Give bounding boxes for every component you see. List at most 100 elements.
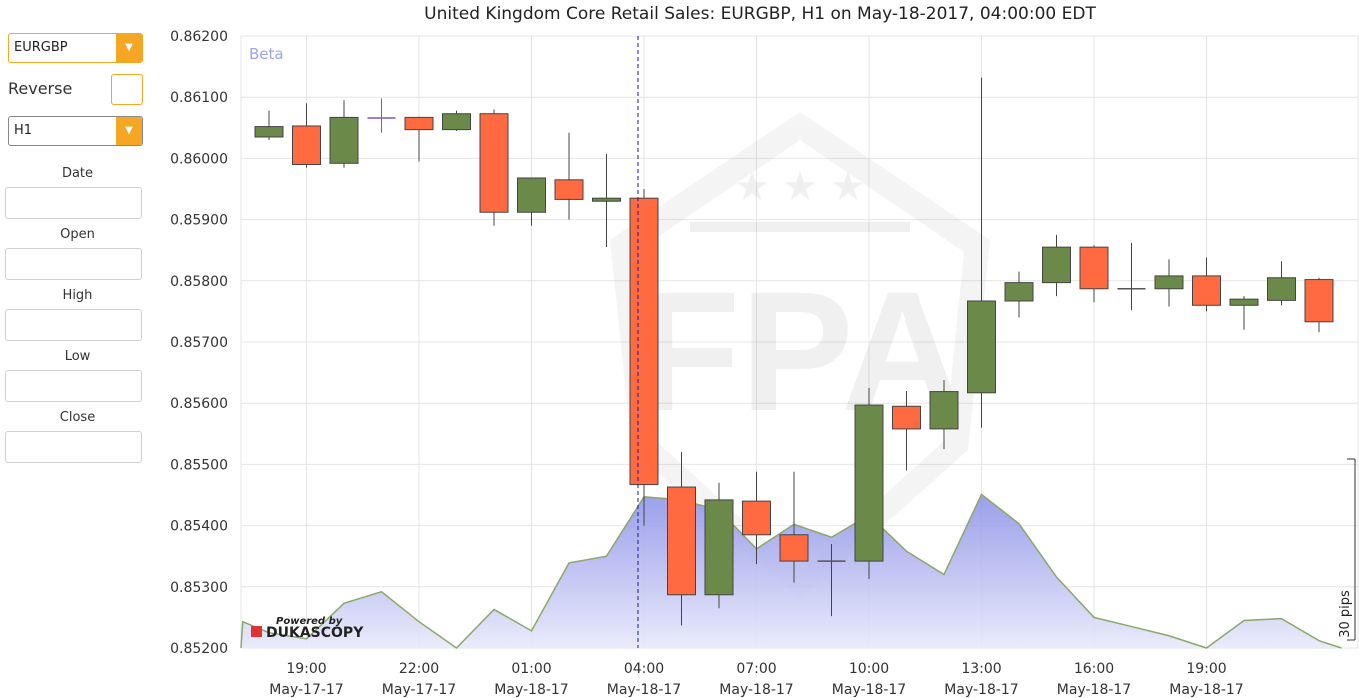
reverse-checkbox[interactable]: [111, 74, 143, 105]
candle[interactable]: [742, 471, 771, 565]
candle[interactable]: [367, 98, 396, 133]
candle[interactable]: [554, 132, 584, 220]
candle[interactable]: [1192, 257, 1221, 312]
candle[interactable]: [1267, 261, 1296, 306]
timeframe-select[interactable]: H1 ▼: [8, 116, 143, 146]
open-label: Open: [60, 227, 95, 242]
candle-body: [667, 486, 696, 596]
candle[interactable]: [1042, 234, 1071, 297]
symbol-value: EURGBP: [14, 40, 68, 55]
x-tick-date: May-18-17: [719, 682, 793, 698]
candle[interactable]: [929, 379, 959, 450]
close-label: Close: [59, 410, 96, 425]
high-label: High: [62, 288, 93, 303]
x-tick-date: May-18-17: [607, 682, 681, 698]
candle[interactable]: [404, 116, 434, 162]
candle-body: [517, 177, 546, 213]
candle[interactable]: [254, 110, 284, 141]
candle[interactable]: [592, 154, 621, 248]
candle[interactable]: [329, 100, 359, 168]
candle[interactable]: [442, 110, 471, 131]
pips-label: 30 pips: [1338, 590, 1353, 638]
beta-label: Beta: [249, 45, 284, 63]
candle-body: [892, 405, 921, 430]
candle-body: [1267, 277, 1296, 301]
x-tick-date: May-18-17: [1057, 682, 1131, 698]
star-icon: ★: [734, 164, 770, 210]
x-tick-time: 22:00: [399, 661, 439, 677]
y-axis: 0.86200 0.86100 0.86000 0.85900 0.85800 0.857…: [170, 29, 228, 657]
candle[interactable]: [1079, 245, 1109, 303]
candle[interactable]: [1117, 242, 1146, 311]
candle[interactable]: [892, 390, 921, 471]
candle[interactable]: [1004, 271, 1034, 318]
candle[interactable]: [817, 543, 846, 617]
y-tick-label: 0.86000: [170, 151, 228, 167]
candle[interactable]: [1304, 277, 1334, 333]
candle-body: [442, 113, 471, 131]
candle[interactable]: [629, 189, 659, 526]
dukascopy-logo: Powered by DUKASCOPY: [251, 616, 364, 641]
candle-body: [1304, 279, 1334, 323]
symbol-select[interactable]: EURGBP ▼: [8, 33, 143, 63]
candle-body: [1192, 275, 1221, 306]
low-field[interactable]: [5, 370, 142, 402]
candle-body: [1042, 246, 1071, 284]
star-icon: ★: [782, 164, 818, 210]
star-icon: ★: [830, 164, 866, 210]
x-tick-date: May-18-17: [1169, 682, 1243, 698]
candle[interactable]: [292, 103, 321, 168]
y-tick-label: 0.86200: [170, 29, 228, 45]
y-tick-label: 0.85300: [170, 580, 228, 596]
open-field[interactable]: [5, 248, 142, 280]
timeframe-value: H1: [14, 123, 33, 138]
x-tick-date: May-18-17: [944, 682, 1018, 698]
candle-body: [1229, 298, 1259, 306]
x-tick-time: 16:00: [1074, 661, 1114, 677]
candle-body: [929, 391, 959, 430]
candle-body: [554, 179, 584, 200]
low-label: Low: [64, 349, 91, 364]
chevron-down-icon[interactable]: ▼: [116, 117, 142, 145]
y-tick-label: 0.85500: [170, 457, 228, 473]
high-field[interactable]: [5, 309, 142, 341]
candle[interactable]: [704, 482, 734, 609]
candle-body: [967, 300, 996, 394]
candle[interactable]: [667, 452, 696, 626]
reverse-label: Reverse: [8, 79, 73, 98]
dukascopy-text: DUKASCOPY: [266, 625, 364, 641]
candle[interactable]: [967, 77, 996, 428]
sidebar: EURGBP ▼ Reverse H1 ▼ Date Open High Low…: [0, 0, 160, 698]
candle-body: [592, 197, 621, 202]
pips-scale: 30 pips: [1338, 458, 1356, 641]
volume-area: [240, 493, 1342, 649]
candle[interactable]: [1154, 259, 1184, 307]
candle[interactable]: [1229, 296, 1259, 330]
x-tick-date: May-17-17: [269, 682, 343, 698]
chart-title: United Kingdom Core Retail Sales: EURGBP…: [424, 4, 1096, 24]
x-tick-time: 07:00: [736, 661, 776, 677]
candle-body: [292, 125, 321, 166]
x-tick-time: 01:00: [511, 661, 551, 677]
candle-body: [479, 113, 509, 213]
candle-body: [854, 404, 884, 562]
powered-by-text: Powered by: [276, 616, 343, 627]
x-tick-date: May-17-17: [382, 682, 456, 698]
chevron-down-icon[interactable]: ▼: [116, 34, 142, 62]
candle[interactable]: [517, 177, 546, 226]
y-tick-label: 0.85800: [170, 274, 228, 290]
candle[interactable]: [479, 109, 509, 226]
candle-body: [329, 116, 359, 164]
candle-body: [1004, 282, 1034, 302]
close-field[interactable]: [5, 431, 142, 463]
date-field[interactable]: [5, 187, 142, 219]
dukascopy-icon: [251, 626, 262, 637]
candle[interactable]: [779, 471, 809, 583]
fpa-watermark: ★ ★ ★ FPA: [610, 112, 990, 600]
candle-body: [1154, 275, 1184, 290]
y-tick-label: 0.85400: [170, 519, 228, 535]
candle-body: [779, 534, 809, 562]
candle[interactable]: [854, 387, 884, 579]
x-axis: 19:00 May-17-17 22:00 May-17-17 01:00 May-18-…: [269, 661, 1243, 698]
